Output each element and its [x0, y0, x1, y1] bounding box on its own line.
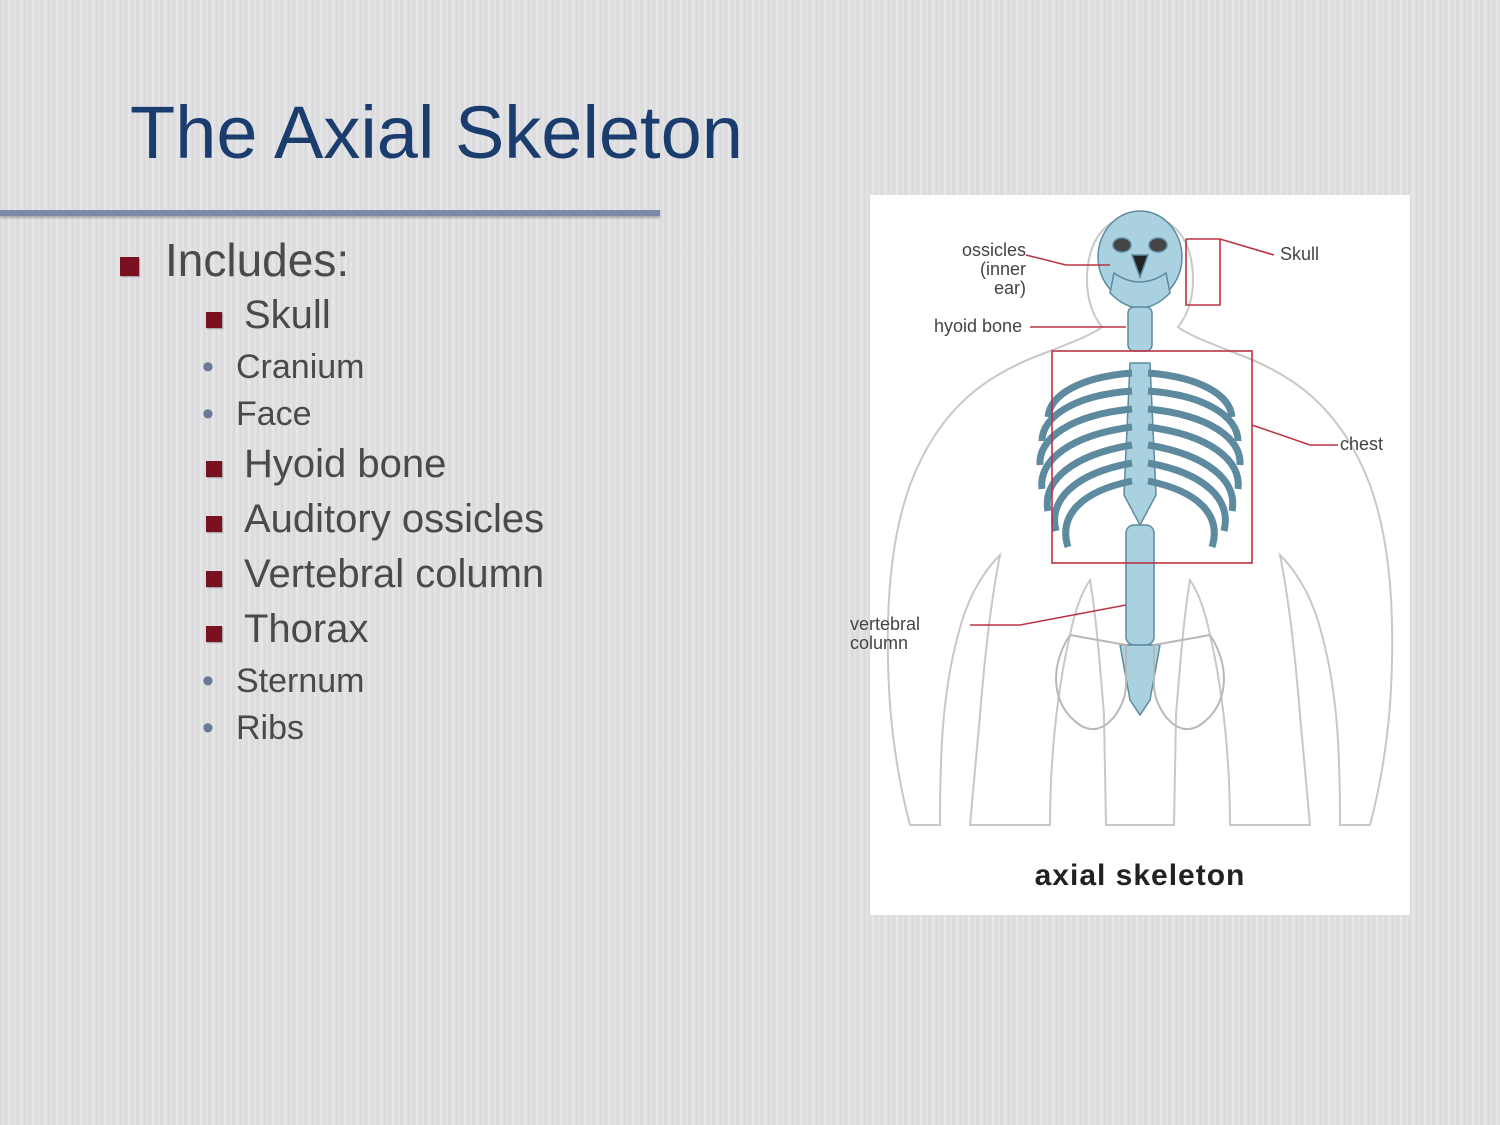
- square-bullet-icon: [206, 516, 222, 532]
- list-item: Includes:: [120, 233, 700, 287]
- diagram-label-chest: chest: [1340, 435, 1383, 454]
- list-item: Auditory ossicles: [206, 497, 700, 542]
- bullet-text: Sternum: [236, 662, 365, 701]
- list-item: • Ribs: [202, 709, 700, 748]
- dot-bullet-icon: •: [202, 664, 226, 698]
- bullet-text: Auditory ossicles: [244, 497, 544, 542]
- square-bullet-icon: [206, 461, 222, 477]
- bullet-list-lvl3: • Sternum • Ribs: [202, 662, 700, 748]
- text-column: Includes: Skull • Cranium • Face: [120, 225, 700, 756]
- bullet-text: Vertebral column: [244, 552, 544, 597]
- bullet-list-lvl2: Skull: [206, 293, 700, 338]
- slide-title: The Axial Skeleton: [130, 90, 1400, 175]
- list-item: • Face: [202, 395, 700, 434]
- content-row: Includes: Skull • Cranium • Face: [120, 225, 1400, 756]
- label-text: (inner ear): [980, 259, 1026, 298]
- list-item: Hyoid bone: [206, 442, 700, 487]
- square-bullet-icon: [206, 312, 222, 328]
- diagram-label-vertebral: vertebral column: [850, 615, 980, 653]
- dot-bullet-icon: •: [202, 397, 226, 431]
- list-item: • Cranium: [202, 348, 700, 387]
- bullet-text: Cranium: [236, 348, 364, 387]
- diagram-label-skull: Skull: [1280, 245, 1319, 264]
- square-bullet-icon: [120, 257, 139, 276]
- slide: The Axial Skeleton Includes: Skull • Cra…: [0, 0, 1500, 1125]
- dot-bullet-icon: •: [202, 711, 226, 745]
- label-text: ossicles: [962, 240, 1026, 260]
- dot-bullet-icon: •: [202, 350, 226, 384]
- bullet-text: Includes:: [165, 233, 349, 287]
- bullet-list-lvl2: Hyoid bone Auditory ossicles Vertebral c…: [206, 442, 700, 652]
- list-item: Thorax: [206, 607, 700, 652]
- diagram-label-ossicles: ossicles (inner ear): [950, 241, 1026, 298]
- bullet-text: Ribs: [236, 709, 304, 748]
- bullet-list-lvl3: • Cranium • Face: [202, 348, 700, 434]
- figure-caption: axial skeleton: [870, 859, 1410, 893]
- bullet-text: Skull: [244, 293, 331, 338]
- bullet-text: Hyoid bone: [244, 442, 446, 487]
- axial-skeleton-figure: ossicles (inner ear) Skull hyoid bone ch…: [870, 195, 1410, 915]
- bullet-list-lvl1: Includes:: [120, 233, 700, 287]
- figure-column: ossicles (inner ear) Skull hyoid bone ch…: [700, 225, 1400, 756]
- list-item: Skull: [206, 293, 700, 338]
- title-underline: [0, 210, 660, 216]
- list-item: Vertebral column: [206, 552, 700, 597]
- diagram-label-hyoid: hyoid bone: [934, 317, 1022, 336]
- bullet-text: Thorax: [244, 607, 369, 652]
- square-bullet-icon: [206, 571, 222, 587]
- bullet-text: Face: [236, 395, 312, 434]
- list-item: • Sternum: [202, 662, 700, 701]
- diagram-area: ossicles (inner ear) Skull hyoid bone ch…: [870, 195, 1410, 835]
- square-bullet-icon: [206, 626, 222, 642]
